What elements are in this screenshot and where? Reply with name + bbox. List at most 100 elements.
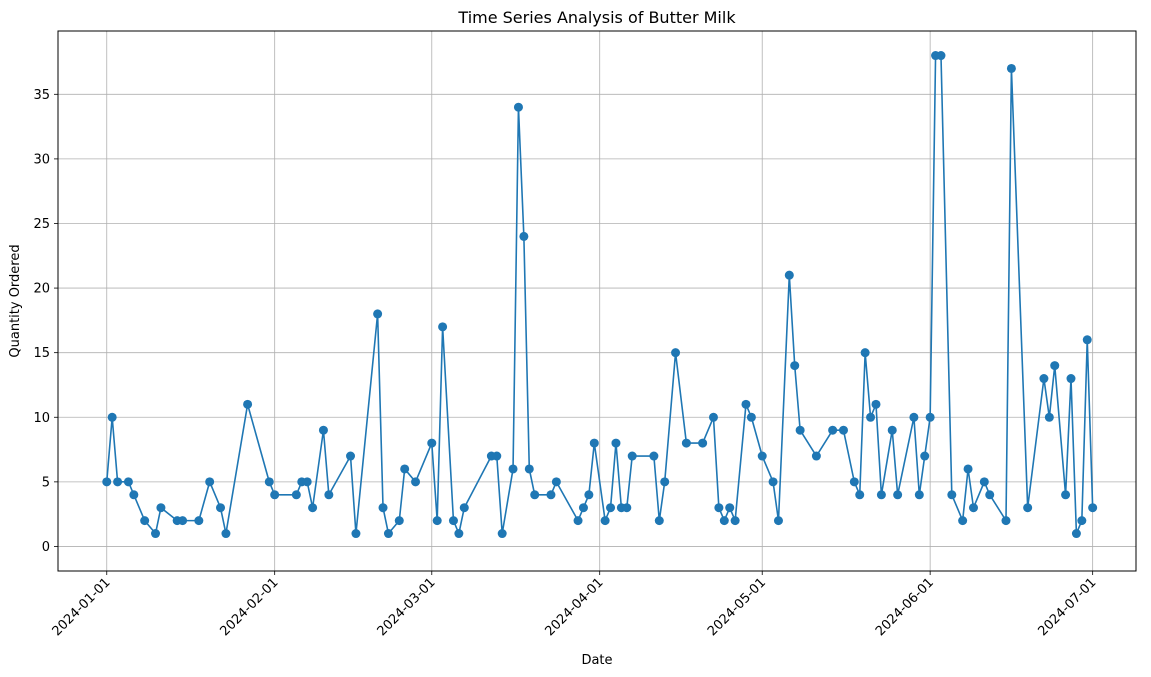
y-axis-label: Quantity Ordered <box>8 244 23 357</box>
plot-area-frame <box>57 30 1137 572</box>
data-point <box>909 412 919 422</box>
data-point <box>302 477 312 487</box>
data-point <box>784 270 794 280</box>
data-point <box>698 438 708 448</box>
data-point <box>448 516 458 526</box>
y-tick-label: 10 <box>33 411 50 426</box>
x-tick-label: 2024-06-01 <box>873 575 937 639</box>
data-point <box>102 477 112 487</box>
data-point <box>513 102 523 112</box>
data-point <box>958 516 968 526</box>
data-point <box>611 438 621 448</box>
data-point <box>107 412 117 422</box>
data-point <box>383 529 393 539</box>
data-point <box>243 399 253 409</box>
data-point <box>151 529 161 539</box>
data-point <box>746 412 756 422</box>
x-axis-label: Date <box>581 653 612 668</box>
data-point <box>178 516 188 526</box>
data-point <box>627 451 637 461</box>
data-point <box>378 503 388 513</box>
data-point <box>1039 374 1049 384</box>
data-point <box>1082 335 1092 345</box>
data-point <box>194 516 204 526</box>
data-point <box>589 438 599 448</box>
data-point <box>584 490 594 500</box>
data-point <box>795 425 805 435</box>
data-point <box>1050 361 1060 371</box>
data-point <box>622 503 632 513</box>
data-point <box>979 477 989 487</box>
data-point <box>546 490 556 500</box>
data-point <box>351 529 361 539</box>
axis-ticks: 2024-01-01 2024-02-01 2024-03-01 2024-04-01… <box>33 88 1099 639</box>
data-point <box>866 412 876 422</box>
data-point <box>270 490 280 500</box>
data-point <box>411 477 421 487</box>
data-point <box>600 516 610 526</box>
data-point <box>963 464 973 474</box>
data-point <box>1044 412 1054 422</box>
x-tick-label: 2024-07-01 <box>1035 575 1099 639</box>
data-point <box>768 477 778 487</box>
y-tick-label: 5 <box>42 475 50 490</box>
data-point <box>1088 503 1098 513</box>
data-point <box>264 477 274 487</box>
data-point <box>719 516 729 526</box>
data-point <box>530 490 540 500</box>
data-point <box>492 451 502 461</box>
data-point <box>291 490 301 500</box>
data-point <box>773 516 783 526</box>
data-point <box>454 529 464 539</box>
data-point <box>790 361 800 371</box>
data-point <box>920 451 930 461</box>
data-point <box>573 516 583 526</box>
y-tick-label: 25 <box>33 217 50 232</box>
data-point <box>346 451 356 461</box>
x-tick-label: 2024-03-01 <box>375 575 439 639</box>
data-point <box>730 516 740 526</box>
y-tick-label: 15 <box>33 346 50 361</box>
data-point <box>838 425 848 435</box>
data-point <box>1023 503 1033 513</box>
y-tick-label: 35 <box>33 88 50 103</box>
data-point <box>129 490 139 500</box>
data-point <box>741 399 751 409</box>
data-point <box>113 477 123 487</box>
data-point <box>947 490 957 500</box>
y-tick-label: 0 <box>42 540 50 555</box>
data-point <box>725 503 735 513</box>
x-tick-label: 2024-02-01 <box>217 575 281 639</box>
data-point <box>914 490 924 500</box>
data-point <box>373 309 383 319</box>
data-point <box>925 412 935 422</box>
data-point <box>757 451 767 461</box>
y-tick-label: 20 <box>33 282 50 297</box>
chart-title: Time Series Analysis of Butter Milk <box>457 8 736 27</box>
data-point <box>936 51 946 61</box>
data-point <box>308 503 318 513</box>
data-point <box>318 425 328 435</box>
x-tick-label: 2024-04-01 <box>542 575 606 639</box>
data-point <box>427 438 437 448</box>
data-point <box>578 503 588 513</box>
data-point <box>855 490 865 500</box>
data-point <box>205 477 215 487</box>
data-point <box>438 322 448 332</box>
data-point <box>519 231 529 241</box>
data-point <box>394 516 404 526</box>
x-tick-label: 2024-05-01 <box>705 575 769 639</box>
data-point <box>1006 63 1016 73</box>
data-point <box>1071 529 1081 539</box>
data-series <box>102 51 1098 539</box>
data-point <box>551 477 561 487</box>
data-point <box>140 516 150 526</box>
data-point <box>1001 516 1011 526</box>
data-point <box>432 516 442 526</box>
data-point <box>671 348 681 358</box>
data-point <box>508 464 518 474</box>
data-point <box>324 490 334 500</box>
data-point <box>876 490 886 500</box>
data-point <box>123 477 133 487</box>
data-point <box>524 464 534 474</box>
